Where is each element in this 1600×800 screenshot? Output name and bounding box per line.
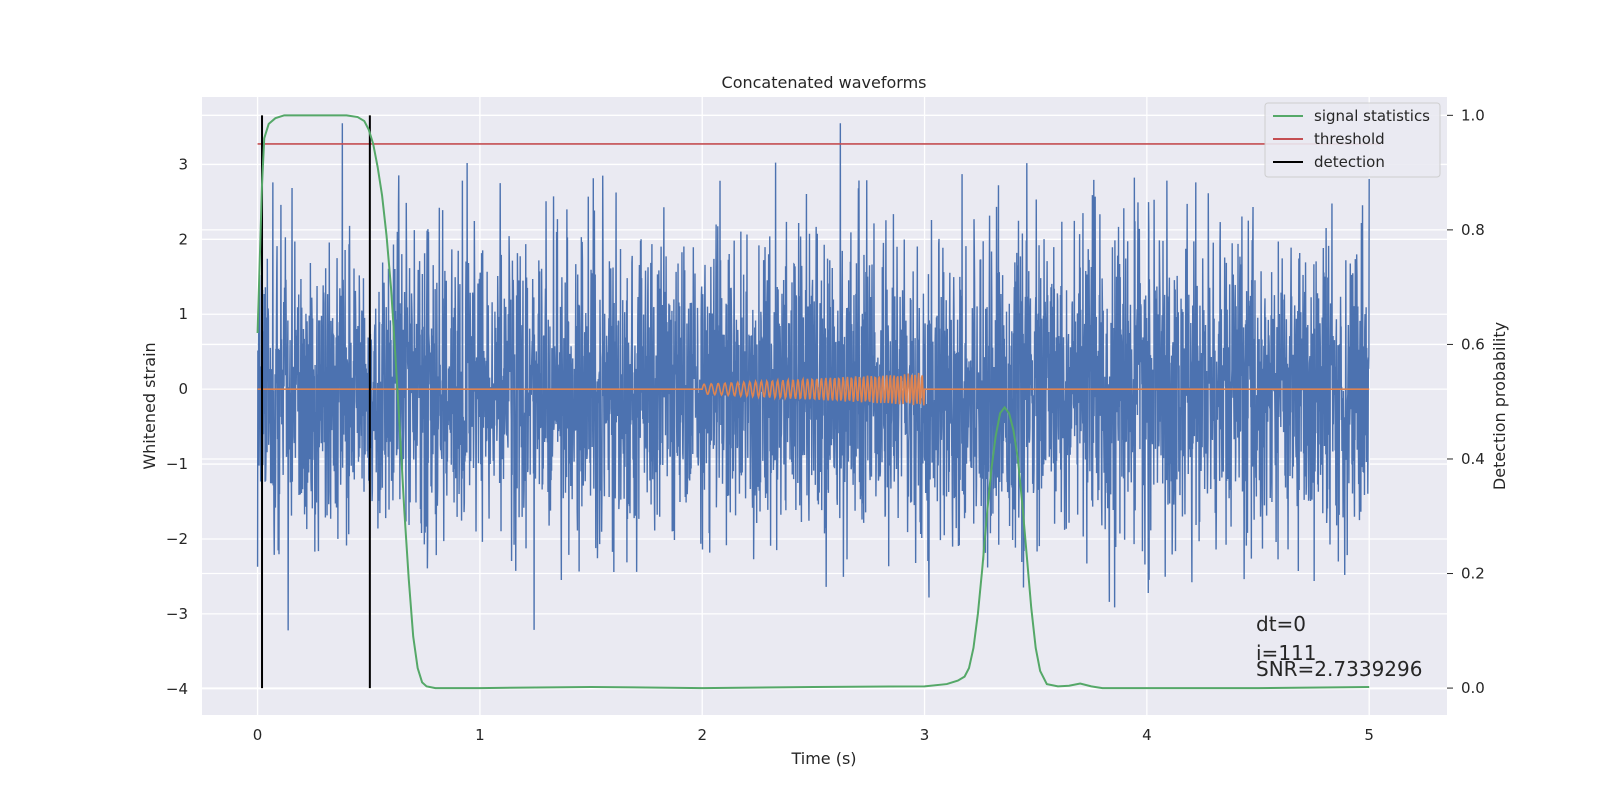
x-tick-label: 3: [920, 726, 930, 744]
y-tick-label: −4: [166, 680, 188, 698]
legend: signal statistics threshold detection: [1264, 102, 1441, 178]
x-tick-label: 1: [475, 726, 485, 744]
annotation-snr: SNR=2.7339296: [1256, 657, 1422, 681]
y-tick-label: 0: [178, 380, 188, 398]
strain-trace: [256, 123, 1370, 631]
y-tick-label: 1: [178, 305, 188, 323]
y2-tick-label: 0.2: [1461, 565, 1485, 583]
y2-tick-label: 0.0: [1461, 679, 1485, 697]
annotation-dt: dt=0: [1256, 612, 1306, 636]
y2-tick-label: 0.4: [1461, 450, 1485, 468]
y-axis-ticks: −4 −3 −2 −1 0 1 2 3: [166, 155, 188, 697]
legend-box: [1264, 102, 1441, 178]
x-tick-label: 2: [697, 726, 707, 744]
series-injected-chirp: [257, 372, 1370, 406]
x-tick-label: 4: [1142, 726, 1152, 744]
legend-label-detection: detection: [1314, 153, 1385, 171]
chirp-trace: [257, 372, 1370, 406]
legend-label-signal-statistics: signal statistics: [1314, 107, 1430, 125]
y2-tick-label: 0.6: [1461, 335, 1485, 353]
y-tick-label: −1: [166, 455, 188, 473]
y-tick-label: 3: [178, 155, 188, 173]
chart-title: Concatenated waveforms: [722, 73, 927, 92]
x-axis-ticks: 0 1 2 3 4 5: [253, 726, 1374, 744]
y-axis-label: Whitened strain: [140, 342, 159, 469]
signal-statistics-line: [256, 114, 1370, 690]
y2-axis-ticks: 0.0 0.2 0.4 0.6 0.8 1.0: [1447, 106, 1485, 697]
series-whitened-strain: [256, 123, 1370, 631]
y2-axis-label: Detection probability: [1490, 322, 1509, 490]
y-tick-label: −2: [166, 530, 188, 548]
y2-tick-label: 0.8: [1461, 221, 1485, 239]
annotation-index: i=111: [1256, 641, 1317, 665]
y-tick-label: 2: [178, 230, 188, 248]
y-tick-label: −3: [166, 605, 188, 623]
x-tick-label: 0: [253, 726, 263, 744]
x-axis-label: Time (s): [790, 749, 856, 768]
y2-tick-label: 1.0: [1461, 106, 1485, 124]
series-signal-statistics: [256, 114, 1370, 690]
x-tick-label: 5: [1364, 726, 1374, 744]
legend-label-threshold: threshold: [1314, 130, 1385, 148]
